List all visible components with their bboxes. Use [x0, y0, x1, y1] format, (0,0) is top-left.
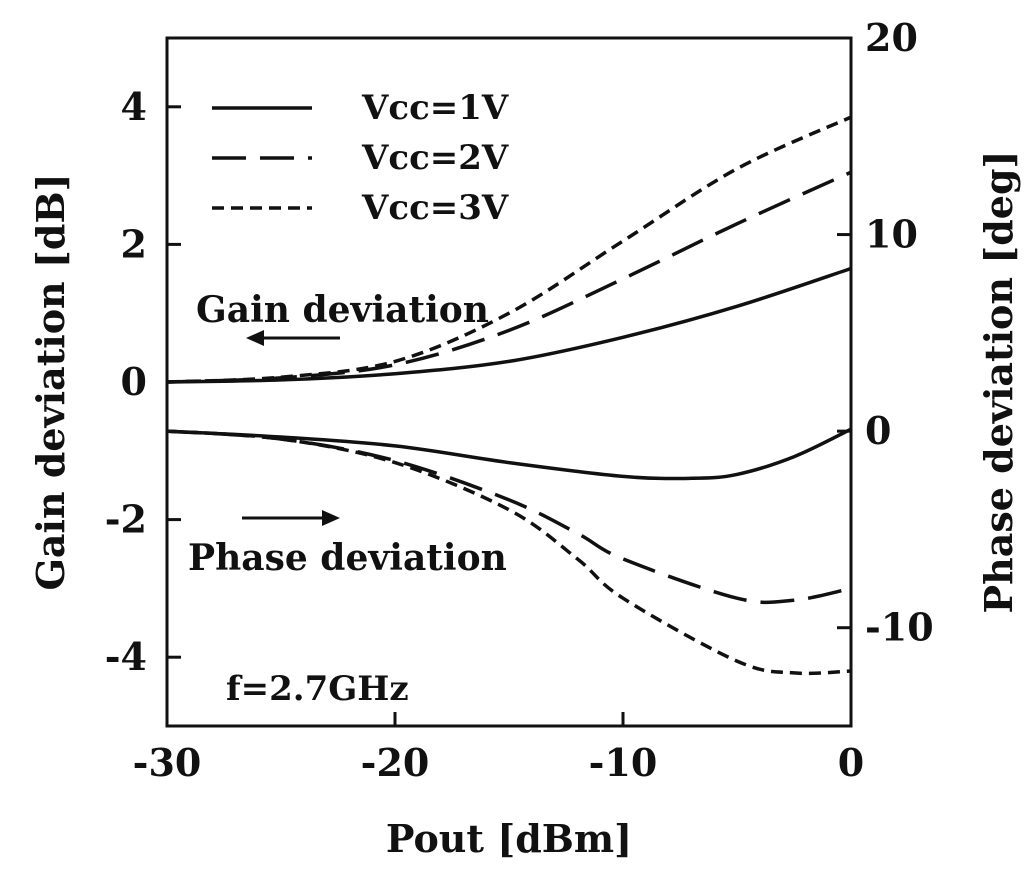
legend-label-vcc1: Vcc=1V [361, 88, 509, 128]
gain-curve-vcc2v [166, 170, 852, 384]
y2-tick-label: 20 [865, 15, 918, 60]
gain-annotation: Gain deviation [196, 289, 489, 331]
y-tick-label: 4 [121, 84, 147, 129]
y-tick-label: -2 [105, 497, 147, 542]
gain-arrow-left-icon [246, 330, 340, 346]
phase-curve-vcc3v [166, 429, 852, 676]
y2-tick-label: -10 [865, 605, 934, 650]
y2-tick-label: 10 [865, 212, 918, 257]
phase-annotation: Phase deviation [188, 537, 507, 579]
phase-arrow-right-icon [242, 510, 340, 526]
y2-tick-label: 0 [865, 408, 891, 453]
phase-curve-vcc1v [166, 427, 852, 481]
x-axis-title: Pout [dBm] [386, 816, 632, 861]
y-tick-label: 2 [121, 221, 147, 266]
y-tick-label: 0 [121, 359, 147, 404]
legend: Vcc=1V Vcc=2V Vcc=3V [212, 88, 509, 228]
gain-curve-vcc1v [166, 266, 852, 384]
x-tick-label: -20 [361, 740, 430, 785]
y-tick-label: -4 [105, 634, 147, 679]
x-tick-label: -10 [589, 740, 658, 785]
y-axis-title: Gain deviation [dB] [28, 173, 73, 590]
y2-axis-title: Phase deviation [deg] [976, 151, 1021, 614]
gain-curve-vcc3v [166, 115, 852, 384]
x-tick-label: 0 [838, 740, 864, 785]
legend-label-vcc2: Vcc=2V [361, 138, 509, 178]
curves [166, 115, 852, 676]
legend-label-vcc3: Vcc=3V [361, 188, 509, 228]
frequency-annotation: f=2.7GHz [226, 669, 409, 709]
phase-curve-vcc2v [166, 429, 852, 605]
x-tick-label: -30 [133, 740, 202, 785]
